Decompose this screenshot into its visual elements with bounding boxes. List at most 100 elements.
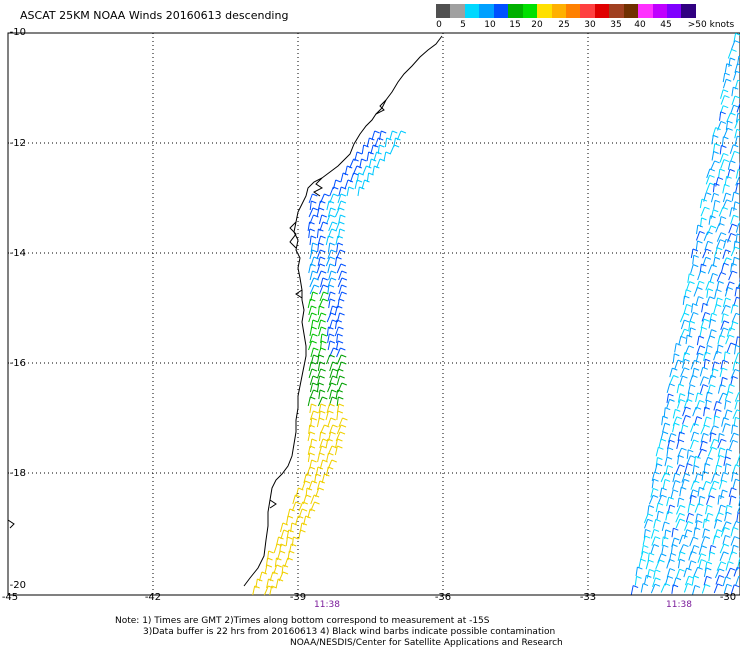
wind-barb — [738, 556, 740, 562]
wind-barb — [722, 576, 731, 587]
wind-barb — [298, 501, 308, 512]
wind-barb — [314, 473, 322, 484]
wind-barb — [720, 89, 729, 99]
wind-barb — [726, 112, 736, 123]
wind-barb — [701, 584, 711, 594]
wind-barb — [675, 518, 686, 529]
wind-barb — [328, 424, 338, 435]
wind-barb — [309, 249, 318, 260]
wind-barb — [396, 130, 407, 141]
wind-barb — [715, 177, 724, 187]
wind-barb — [318, 403, 327, 414]
scale-swatch — [667, 4, 682, 18]
wind-barb — [672, 422, 680, 433]
wind-barb — [317, 396, 328, 407]
footnote-line: NOAA/NESDIS/Center for Satellite Applica… — [290, 638, 563, 648]
wind-barb — [704, 240, 713, 251]
wind-barb — [734, 135, 740, 146]
wind-barb — [712, 127, 721, 137]
wind-barb — [340, 172, 349, 183]
wind-barb — [730, 262, 738, 273]
wind-barb — [310, 347, 319, 358]
wind-barb — [695, 230, 705, 241]
wind-barb — [327, 263, 336, 274]
wind-barb — [327, 207, 336, 218]
wind-barb — [713, 519, 723, 529]
wind-barb — [715, 222, 725, 233]
wind-barb — [727, 232, 737, 243]
wind-barb — [698, 559, 707, 569]
wind-barb — [716, 271, 727, 282]
wind-barb — [693, 287, 703, 297]
wind-barb — [734, 128, 740, 139]
wind-barb — [734, 399, 740, 410]
wind-barb — [699, 384, 709, 394]
wind-barb — [713, 350, 722, 361]
wind-barb — [285, 536, 293, 547]
wind-barb — [643, 574, 652, 585]
wind-barb — [700, 536, 711, 546]
wind-barb — [709, 312, 718, 323]
wind-barb — [683, 303, 692, 314]
wind-barb — [661, 544, 669, 555]
wind-barb — [359, 158, 367, 169]
wind-barb — [718, 206, 729, 217]
wind-barb — [702, 248, 712, 259]
wind-barb — [697, 448, 707, 459]
scale-label: 35 — [610, 20, 622, 30]
wind-barb — [389, 130, 398, 141]
wind-barb — [346, 186, 354, 197]
wind-barb — [686, 392, 695, 402]
wind-barb — [361, 179, 370, 190]
wind-barb — [730, 526, 739, 537]
wind-barb — [700, 424, 710, 435]
wind-barb — [660, 583, 671, 593]
wind-barb — [705, 512, 714, 523]
wind-barb — [334, 319, 343, 330]
wind-barb — [720, 527, 730, 537]
wind-barb — [706, 288, 714, 298]
wind-barb — [678, 534, 688, 545]
wind-barb — [657, 494, 667, 505]
wind-barb — [677, 558, 686, 569]
wind-barb — [728, 57, 736, 68]
wind-barb — [354, 179, 363, 190]
wind-barb — [709, 272, 718, 283]
wind-barb — [718, 479, 728, 490]
wind-barb — [372, 165, 380, 176]
wind-barb — [711, 368, 719, 378]
wind-barb — [729, 207, 737, 217]
wind-barb — [663, 407, 671, 417]
coastline — [243, 35, 443, 587]
wind-barb — [732, 478, 740, 489]
wind-barb — [724, 63, 732, 73]
wind-barb — [648, 494, 659, 505]
wind-barb — [309, 284, 320, 295]
wind-barb — [689, 536, 699, 547]
wind-barb — [334, 438, 343, 449]
wind-barb — [318, 214, 327, 225]
scale-label: >50 knots — [687, 20, 735, 30]
wind-barb — [308, 424, 315, 435]
wind-barb — [655, 559, 665, 570]
wind-barb — [642, 535, 651, 546]
wind-barb — [326, 200, 335, 211]
wind-barb — [336, 396, 344, 407]
wind-speed-color-scale — [436, 4, 696, 18]
wind-barb — [722, 183, 730, 194]
wind-barb — [308, 263, 316, 274]
wind-barb — [326, 312, 337, 323]
wind-barb — [705, 296, 715, 306]
wind-barb — [711, 151, 719, 161]
wind-barb — [697, 553, 707, 563]
wind-barbs — [252, 32, 740, 596]
scale-swatch — [594, 4, 610, 18]
wind-barb — [308, 228, 315, 239]
scale-label: 40 — [634, 20, 646, 30]
wind-barb — [326, 326, 334, 337]
wind-barb — [641, 544, 649, 555]
wind-barb — [672, 353, 680, 363]
wind-barb — [683, 529, 693, 539]
wind-barb — [325, 410, 334, 421]
